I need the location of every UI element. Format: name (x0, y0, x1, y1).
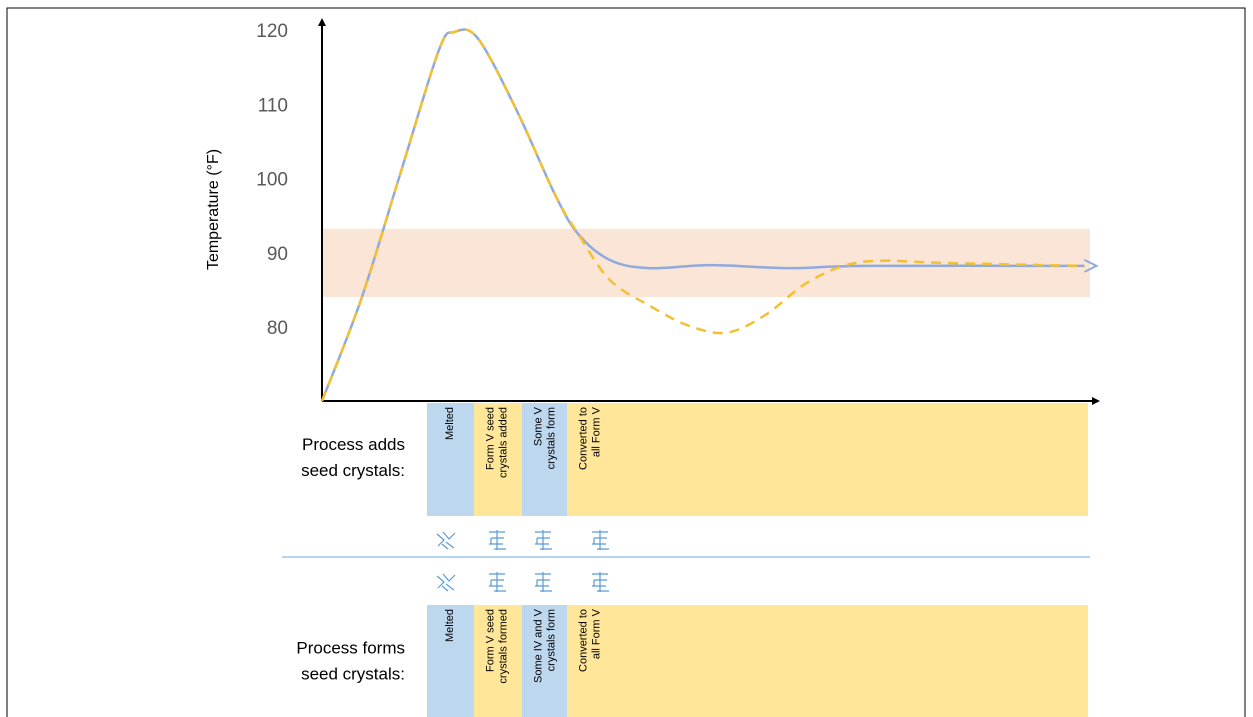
temperature-line (322, 29, 1084, 401)
crystal-icon (489, 572, 506, 592)
process-label: Process forms (296, 638, 405, 657)
y-tick-label: 80 (267, 318, 288, 339)
stage-label: all Form V (590, 608, 602, 659)
stage-label: crystals form (545, 407, 557, 469)
y-axis-label: Temperature (°F) (205, 149, 222, 270)
stage-text: Melted (444, 609, 456, 642)
stage-label: Melted (444, 407, 456, 440)
process-label: Process adds (302, 435, 405, 454)
crystal-icon (535, 530, 552, 550)
crystal-icon (437, 574, 455, 591)
diagram: 80 90 100 110 120 Temperature (°F) Process add… (0, 0, 1253, 717)
stage-label: Converted to (577, 609, 589, 672)
stage-text: Melted (444, 407, 456, 440)
stage-label: Converted to (577, 407, 589, 470)
temperature-line (322, 29, 1084, 401)
y-tick-label: 110 (258, 95, 288, 116)
stage-label: Some IV and V (532, 608, 544, 683)
stage-label: crystals added (497, 407, 509, 478)
stage-label: Some V (532, 406, 544, 446)
process-label: seed crystals: (301, 664, 405, 683)
stage-label: crystals formed (497, 609, 509, 684)
stage-label: all Form V (590, 406, 602, 457)
crystal-icon (592, 572, 609, 592)
crystal-icon (437, 532, 455, 549)
crystal-icon (489, 530, 506, 550)
page: 80 90 100 110 120 Temperature (°F) Process add… (0, 0, 1253, 717)
x-axis-arrow (1092, 397, 1100, 405)
stage-label: Form V seed (484, 609, 496, 672)
stage-label: Form V seed (484, 407, 496, 470)
process-label: seed crystals: (301, 461, 405, 480)
y-tick-label: 120 (256, 21, 288, 42)
y-tick-label: 90 (267, 244, 288, 265)
y-tick-label: 100 (256, 170, 288, 191)
crystal-icon (535, 572, 552, 592)
stage-box (567, 403, 1088, 516)
stage-box (567, 605, 1088, 717)
stage-label: Melted (444, 609, 456, 642)
crystal-icon (592, 530, 609, 550)
stage-label: crystals form (545, 609, 557, 671)
y-axis-arrow (318, 18, 326, 26)
